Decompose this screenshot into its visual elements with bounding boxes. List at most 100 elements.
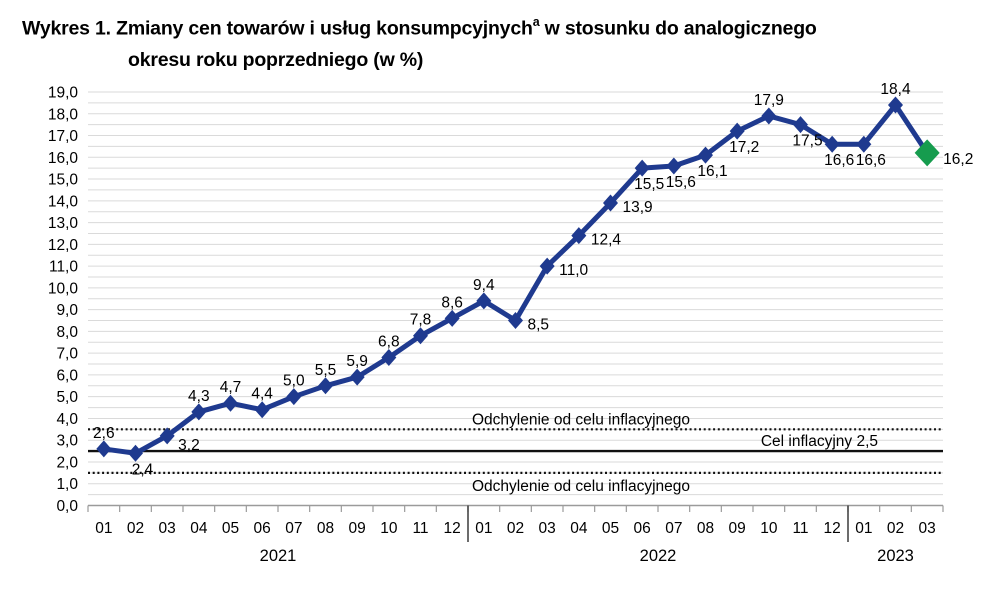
svg-text:2021: 2021 [260,547,297,565]
svg-text:02: 02 [507,520,524,537]
svg-text:2023: 2023 [877,547,914,565]
svg-text:01: 01 [95,520,112,537]
deviation-lower-line-label: Odchylenie od celu inflacyjnego [472,478,690,495]
svg-text:10: 10 [380,520,398,537]
svg-text:4,0: 4,0 [56,411,78,428]
data-point-label: 16,2 [943,151,973,168]
data-point-label: 5,5 [315,362,337,379]
svg-text:08: 08 [317,520,334,537]
data-point-marker [508,312,523,330]
data-point-label: 17,2 [729,139,759,156]
data-point-label: 5,0 [283,373,305,390]
data-point-marker [888,96,903,114]
svg-text:11,0: 11,0 [49,259,78,276]
data-point-label: 17,9 [754,92,784,109]
data-point-label: 8,5 [528,317,550,334]
svg-text:17,0: 17,0 [48,128,79,145]
data-point-marker [223,394,238,412]
svg-text:04: 04 [190,520,208,537]
data-point-marker [476,292,492,310]
svg-text:11: 11 [412,520,428,537]
data-point-label: 3,2 [178,437,200,454]
svg-text:2022: 2022 [640,547,677,565]
svg-text:3,0: 3,0 [56,433,78,450]
svg-text:09: 09 [729,520,746,537]
data-point-label: 9,4 [473,277,495,294]
data-point-label: 12,4 [591,232,622,249]
svg-text:15,0: 15,0 [48,172,79,189]
footnote-marker: a [532,15,540,29]
svg-text:06: 06 [634,520,651,537]
data-point-label: 2,4 [132,461,154,478]
svg-text:03: 03 [539,520,556,537]
svg-text:02: 02 [127,520,144,537]
latest-point-marker [914,139,940,167]
chart-title: Wykres 1. Zmiany cen towarów i usług kon… [22,8,982,76]
svg-text:12: 12 [824,520,841,537]
data-point-marker [318,377,333,395]
data-point-marker [286,388,302,406]
data-point-label: 15,6 [666,174,696,191]
svg-text:0,0: 0,0 [56,498,78,515]
data-point-label: 16,6 [824,152,854,169]
data-point-marker [634,159,650,177]
data-point-label: 6,8 [378,334,400,351]
svg-text:09: 09 [349,520,366,537]
data-point-label: 4,7 [220,379,242,396]
data-point-label: 5,9 [346,353,368,370]
data-point-marker [413,327,428,345]
svg-text:10,0: 10,0 [48,280,79,297]
svg-text:7,0: 7,0 [56,346,78,363]
data-point-marker [128,444,143,462]
data-point-label: 17,5 [792,133,822,150]
data-point-marker [824,135,840,153]
data-point-marker [349,368,365,386]
svg-text:9,0: 9,0 [56,302,78,319]
svg-text:05: 05 [222,520,239,537]
data-point-marker [254,401,270,419]
svg-text:07: 07 [665,520,682,537]
data-point-marker [191,403,207,421]
chart-title-line1: Wykres 1. Zmiany cen towarów i usług kon… [22,15,817,40]
svg-text:11: 11 [792,520,808,537]
svg-text:18,0: 18,0 [48,106,79,123]
deviation-upper-line-label: Odchylenie od celu inflacyjnego [472,411,690,428]
svg-text:12: 12 [444,520,461,537]
data-point-label: 4,3 [188,388,210,405]
data-point-label: 16,1 [697,163,727,180]
x-axis [87,504,944,512]
svg-text:08: 08 [697,520,714,537]
data-point-marker [444,309,460,327]
data-point-marker [793,116,808,134]
svg-text:5,0: 5,0 [56,389,78,406]
year-labels: 2021 2022 2023 [260,547,914,565]
data-point-label: 7,8 [410,312,432,329]
data-point-marker [761,107,777,125]
svg-text:03: 03 [159,520,176,537]
data-point-label: 15,5 [634,176,664,193]
data-point-label: 2,6 [93,425,115,442]
data-point-label: 4,4 [251,386,273,403]
svg-text:10: 10 [760,520,778,537]
data-point-marker [539,257,555,275]
data-point-label: 18,4 [880,81,911,98]
data-point-label: 8,6 [441,294,463,311]
y-axis-labels: 0,0 1,0 2,0 3,0 4,0 5,0 6,0 7,0 8,0 9,0 10,0 11,0 12… [48,85,79,516]
month-labels: 01 02 03 04 05 06 07 08 09 10 11 12 01 02 03 04 05 06 07 08… [95,520,936,537]
data-point-marker [666,157,682,175]
data-point-marker [159,427,175,445]
svg-text:6,0: 6,0 [56,367,78,384]
svg-text:01: 01 [855,520,872,537]
svg-text:04: 04 [570,520,588,537]
chart-title-line2: okresu roku poprzedniego (w %) [128,48,424,71]
data-point-marker [603,194,618,212]
svg-text:07: 07 [285,520,302,537]
svg-text:14,0: 14,0 [48,193,79,210]
data-point-marker [729,122,745,140]
data-point-marker [381,349,397,367]
data-point-label: 16,6 [856,152,886,169]
svg-text:8,0: 8,0 [56,324,78,341]
data-point-label: 13,9 [623,199,653,216]
svg-text:12,0: 12,0 [48,237,79,254]
